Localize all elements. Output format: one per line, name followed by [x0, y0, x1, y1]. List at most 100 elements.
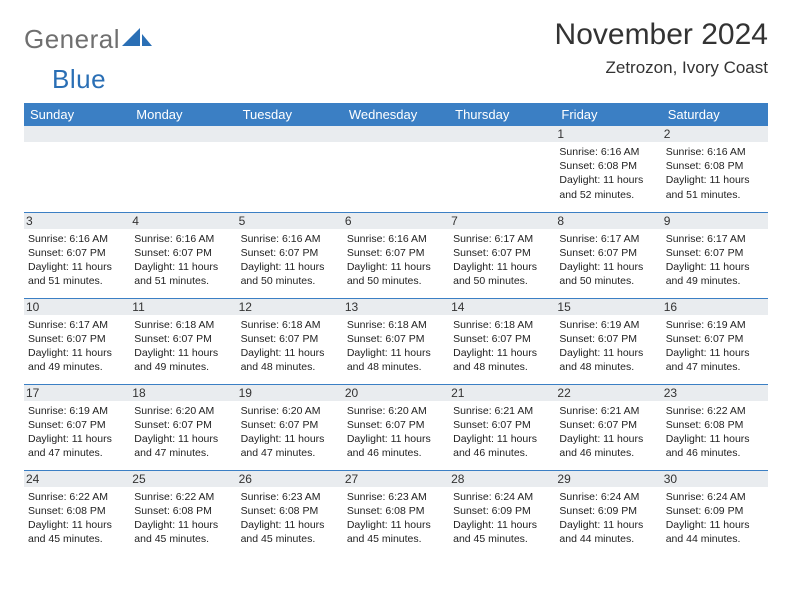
day-details: Sunrise: 6:21 AMSunset: 6:07 PMDaylight:…: [453, 404, 551, 461]
calendar-cell: 30Sunrise: 6:24 AMSunset: 6:09 PMDayligh…: [662, 470, 768, 556]
detail-line: Sunset: 6:09 PM: [453, 504, 551, 518]
detail-line: Daylight: 11 hours and 46 minutes.: [347, 432, 445, 460]
calendar-row: 1Sunrise: 6:16 AMSunset: 6:08 PMDaylight…: [24, 126, 768, 212]
detail-line: Daylight: 11 hours and 48 minutes.: [347, 346, 445, 374]
detail-line: Sunset: 6:07 PM: [241, 418, 339, 432]
day-number: 7: [449, 213, 555, 229]
calendar-cell: 22Sunrise: 6:21 AMSunset: 6:07 PMDayligh…: [555, 384, 661, 470]
detail-line: Daylight: 11 hours and 46 minutes.: [453, 432, 551, 460]
calendar-cell: 10Sunrise: 6:17 AMSunset: 6:07 PMDayligh…: [24, 298, 130, 384]
detail-line: Sunrise: 6:24 AM: [453, 490, 551, 504]
detail-line: Sunset: 6:07 PM: [134, 246, 232, 260]
detail-line: Sunset: 6:07 PM: [347, 332, 445, 346]
calendar-cell: 17Sunrise: 6:19 AMSunset: 6:07 PMDayligh…: [24, 384, 130, 470]
day-number: 8: [555, 213, 661, 229]
day-details: Sunrise: 6:18 AMSunset: 6:07 PMDaylight:…: [241, 318, 339, 375]
detail-line: Sunrise: 6:16 AM: [559, 145, 657, 159]
detail-line: Sunset: 6:07 PM: [28, 246, 126, 260]
day-number: [449, 126, 555, 142]
detail-line: Daylight: 11 hours and 46 minutes.: [666, 432, 764, 460]
calendar-row: 3Sunrise: 6:16 AMSunset: 6:07 PMDaylight…: [24, 212, 768, 298]
detail-line: Sunset: 6:07 PM: [28, 332, 126, 346]
detail-line: Daylight: 11 hours and 49 minutes.: [28, 346, 126, 374]
calendar-cell: 9Sunrise: 6:17 AMSunset: 6:07 PMDaylight…: [662, 212, 768, 298]
day-number: 27: [343, 471, 449, 487]
detail-line: Sunrise: 6:23 AM: [347, 490, 445, 504]
detail-line: Daylight: 11 hours and 47 minutes.: [134, 432, 232, 460]
calendar-cell: 14Sunrise: 6:18 AMSunset: 6:07 PMDayligh…: [449, 298, 555, 384]
detail-line: Daylight: 11 hours and 48 minutes.: [241, 346, 339, 374]
logo: General: [24, 18, 152, 55]
logo-text-general: General: [24, 24, 120, 55]
day-number: 3: [24, 213, 130, 229]
detail-line: Daylight: 11 hours and 49 minutes.: [666, 260, 764, 288]
calendar-body: 1Sunrise: 6:16 AMSunset: 6:08 PMDaylight…: [24, 126, 768, 556]
calendar-cell: 27Sunrise: 6:23 AMSunset: 6:08 PMDayligh…: [343, 470, 449, 556]
weekday-wednesday: Wednesday: [343, 103, 449, 126]
day-number: 21: [449, 385, 555, 401]
detail-line: Sunrise: 6:22 AM: [666, 404, 764, 418]
calendar-cell: 16Sunrise: 6:19 AMSunset: 6:07 PMDayligh…: [662, 298, 768, 384]
day-number: 9: [662, 213, 768, 229]
calendar-cell: 23Sunrise: 6:22 AMSunset: 6:08 PMDayligh…: [662, 384, 768, 470]
calendar-cell: 11Sunrise: 6:18 AMSunset: 6:07 PMDayligh…: [130, 298, 236, 384]
detail-line: Sunrise: 6:16 AM: [347, 232, 445, 246]
detail-line: Sunrise: 6:18 AM: [453, 318, 551, 332]
day-number: 18: [130, 385, 236, 401]
month-title: November 2024: [555, 18, 768, 52]
day-details: Sunrise: 6:16 AMSunset: 6:08 PMDaylight:…: [666, 145, 764, 202]
detail-line: Sunrise: 6:21 AM: [559, 404, 657, 418]
detail-line: Sunrise: 6:20 AM: [347, 404, 445, 418]
calendar-cell: 19Sunrise: 6:20 AMSunset: 6:07 PMDayligh…: [237, 384, 343, 470]
day-number: 12: [237, 299, 343, 315]
day-number: 2: [662, 126, 768, 142]
day-number: 10: [24, 299, 130, 315]
detail-line: Sunset: 6:07 PM: [28, 418, 126, 432]
detail-line: Sunrise: 6:18 AM: [134, 318, 232, 332]
detail-line: Sunset: 6:07 PM: [453, 332, 551, 346]
calendar-cell: [130, 126, 236, 212]
day-details: Sunrise: 6:21 AMSunset: 6:07 PMDaylight:…: [559, 404, 657, 461]
day-number: [237, 126, 343, 142]
detail-line: Sunrise: 6:17 AM: [453, 232, 551, 246]
day-details: Sunrise: 6:16 AMSunset: 6:07 PMDaylight:…: [347, 232, 445, 289]
detail-line: Daylight: 11 hours and 45 minutes.: [347, 518, 445, 546]
day-details: Sunrise: 6:19 AMSunset: 6:07 PMDaylight:…: [559, 318, 657, 375]
detail-line: Sunrise: 6:16 AM: [134, 232, 232, 246]
day-details: Sunrise: 6:16 AMSunset: 6:07 PMDaylight:…: [134, 232, 232, 289]
detail-line: Sunrise: 6:23 AM: [241, 490, 339, 504]
day-number: 20: [343, 385, 449, 401]
day-number: 5: [237, 213, 343, 229]
calendar-cell: 29Sunrise: 6:24 AMSunset: 6:09 PMDayligh…: [555, 470, 661, 556]
day-number: 6: [343, 213, 449, 229]
detail-line: Sunset: 6:07 PM: [559, 332, 657, 346]
detail-line: Sunset: 6:08 PM: [134, 504, 232, 518]
detail-line: Sunrise: 6:22 AM: [134, 490, 232, 504]
day-details: Sunrise: 6:18 AMSunset: 6:07 PMDaylight:…: [347, 318, 445, 375]
day-details: Sunrise: 6:20 AMSunset: 6:07 PMDaylight:…: [241, 404, 339, 461]
detail-line: Sunrise: 6:17 AM: [666, 232, 764, 246]
day-details: Sunrise: 6:17 AMSunset: 6:07 PMDaylight:…: [559, 232, 657, 289]
calendar-cell: 18Sunrise: 6:20 AMSunset: 6:07 PMDayligh…: [130, 384, 236, 470]
day-number: [343, 126, 449, 142]
detail-line: Sunset: 6:07 PM: [559, 246, 657, 260]
day-details: Sunrise: 6:19 AMSunset: 6:07 PMDaylight:…: [28, 404, 126, 461]
detail-line: Sunrise: 6:20 AM: [241, 404, 339, 418]
detail-line: Sunset: 6:07 PM: [453, 246, 551, 260]
day-number: 15: [555, 299, 661, 315]
detail-line: Sunrise: 6:19 AM: [666, 318, 764, 332]
day-details: Sunrise: 6:22 AMSunset: 6:08 PMDaylight:…: [28, 490, 126, 547]
day-number: [24, 126, 130, 142]
day-details: Sunrise: 6:24 AMSunset: 6:09 PMDaylight:…: [453, 490, 551, 547]
calendar-cell: 3 Sunrise: 6:16 AMSunset: 6:07 PMDaylight…: [24, 212, 130, 298]
detail-line: Daylight: 11 hours and 47 minutes.: [666, 346, 764, 374]
detail-line: Sunset: 6:07 PM: [666, 332, 764, 346]
day-details: Sunrise: 6:18 AMSunset: 6:07 PMDaylight:…: [453, 318, 551, 375]
detail-line: Daylight: 11 hours and 50 minutes.: [559, 260, 657, 288]
day-details: Sunrise: 6:16 AMSunset: 6:07 PMDaylight:…: [28, 232, 126, 289]
detail-line: Sunset: 6:07 PM: [453, 418, 551, 432]
calendar-cell: 20Sunrise: 6:20 AMSunset: 6:07 PMDayligh…: [343, 384, 449, 470]
weekday-monday: Monday: [130, 103, 236, 126]
detail-line: Sunrise: 6:17 AM: [559, 232, 657, 246]
weekday-header-row: Sunday Monday Tuesday Wednesday Thursday…: [24, 103, 768, 126]
